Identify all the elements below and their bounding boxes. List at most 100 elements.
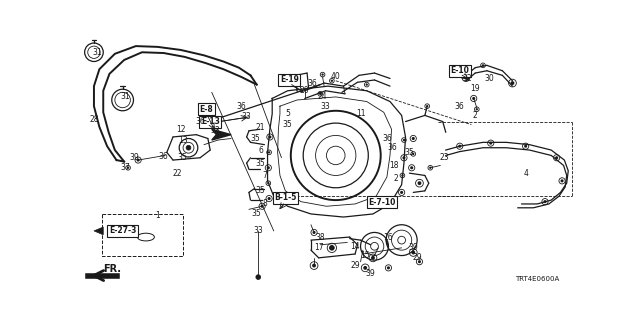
Text: 17: 17 — [314, 243, 323, 252]
Text: 36: 36 — [383, 134, 392, 143]
Text: 35: 35 — [250, 134, 260, 143]
Text: 35: 35 — [252, 210, 262, 219]
Circle shape — [256, 275, 260, 279]
Text: 36: 36 — [455, 102, 465, 111]
Text: 39: 39 — [129, 153, 139, 162]
Text: 29: 29 — [412, 253, 422, 262]
Text: 38: 38 — [316, 233, 325, 242]
Text: 35: 35 — [256, 159, 266, 168]
Text: 39: 39 — [365, 269, 376, 278]
Text: 22: 22 — [172, 169, 182, 178]
Circle shape — [267, 166, 270, 169]
Text: 35: 35 — [256, 186, 266, 195]
Circle shape — [330, 245, 334, 250]
Circle shape — [365, 84, 368, 86]
Circle shape — [268, 151, 270, 154]
Text: 33: 33 — [211, 126, 221, 135]
Text: 16: 16 — [383, 233, 393, 242]
Text: 21: 21 — [256, 123, 266, 132]
Text: 20: 20 — [300, 86, 310, 95]
Text: 4: 4 — [523, 169, 528, 178]
Circle shape — [312, 264, 316, 268]
Text: E-19: E-19 — [280, 76, 299, 84]
Circle shape — [186, 145, 191, 150]
Text: 33: 33 — [242, 112, 252, 121]
Circle shape — [561, 179, 564, 182]
Text: 32: 32 — [463, 74, 472, 83]
Circle shape — [403, 139, 405, 141]
Text: 13: 13 — [179, 136, 188, 145]
Text: I: I — [133, 228, 136, 237]
Text: 35: 35 — [282, 120, 292, 129]
Circle shape — [543, 200, 547, 203]
Circle shape — [412, 153, 415, 155]
Text: 14: 14 — [350, 242, 360, 251]
Circle shape — [312, 231, 316, 234]
Text: TRT4E0600A: TRT4E0600A — [515, 276, 559, 283]
Circle shape — [410, 166, 413, 169]
Text: FR.: FR. — [104, 264, 122, 275]
Text: 37: 37 — [120, 163, 130, 172]
Text: 7: 7 — [262, 171, 267, 180]
Circle shape — [403, 156, 406, 159]
Text: 30: 30 — [484, 74, 494, 83]
Circle shape — [426, 105, 428, 107]
Circle shape — [136, 158, 140, 162]
Circle shape — [267, 182, 269, 184]
Text: 8: 8 — [262, 199, 267, 208]
Text: 31: 31 — [120, 92, 130, 101]
Text: 36: 36 — [159, 152, 168, 161]
Bar — [102, 214, 183, 256]
Text: 2: 2 — [473, 111, 477, 120]
Circle shape — [524, 145, 527, 148]
Text: 18: 18 — [389, 161, 399, 170]
Circle shape — [412, 251, 415, 254]
Text: 2: 2 — [394, 174, 399, 183]
Circle shape — [476, 108, 478, 110]
Circle shape — [400, 191, 403, 194]
Text: 29: 29 — [350, 261, 360, 270]
Text: 23: 23 — [440, 153, 449, 162]
Circle shape — [330, 245, 334, 250]
Text: 39: 39 — [408, 243, 418, 252]
Circle shape — [268, 197, 271, 200]
Polygon shape — [212, 129, 231, 140]
Circle shape — [401, 174, 404, 177]
Text: 28: 28 — [89, 115, 99, 124]
Text: 40: 40 — [331, 72, 340, 81]
Text: E-27-3: E-27-3 — [109, 227, 136, 236]
Text: 15: 15 — [360, 251, 370, 260]
Circle shape — [472, 97, 476, 100]
Text: 35: 35 — [177, 153, 187, 162]
Circle shape — [331, 80, 333, 82]
Text: 1: 1 — [155, 211, 160, 220]
Text: 36: 36 — [308, 78, 317, 88]
Circle shape — [321, 73, 324, 76]
Circle shape — [319, 93, 321, 95]
Circle shape — [260, 205, 264, 208]
Text: 19: 19 — [470, 84, 480, 93]
Circle shape — [489, 141, 492, 145]
Text: 12: 12 — [176, 125, 186, 134]
Text: 31: 31 — [92, 48, 102, 57]
Text: 33: 33 — [320, 102, 330, 111]
Text: 36: 36 — [236, 102, 246, 111]
Text: 33: 33 — [253, 227, 263, 236]
Circle shape — [268, 135, 271, 139]
Text: E-8: E-8 — [200, 105, 213, 114]
Circle shape — [458, 145, 461, 148]
Text: 35: 35 — [404, 148, 414, 157]
Text: E-10: E-10 — [451, 66, 469, 75]
Circle shape — [555, 156, 558, 159]
Text: E-7-10: E-7-10 — [369, 198, 396, 207]
Text: 11: 11 — [356, 109, 366, 118]
Text: B-1-5: B-1-5 — [274, 193, 296, 202]
Circle shape — [412, 137, 415, 140]
Circle shape — [418, 260, 421, 263]
Circle shape — [127, 167, 129, 169]
Circle shape — [364, 266, 367, 270]
Text: E-13: E-13 — [201, 117, 220, 126]
Circle shape — [429, 167, 431, 169]
Circle shape — [482, 64, 484, 67]
Text: 6: 6 — [258, 146, 263, 155]
